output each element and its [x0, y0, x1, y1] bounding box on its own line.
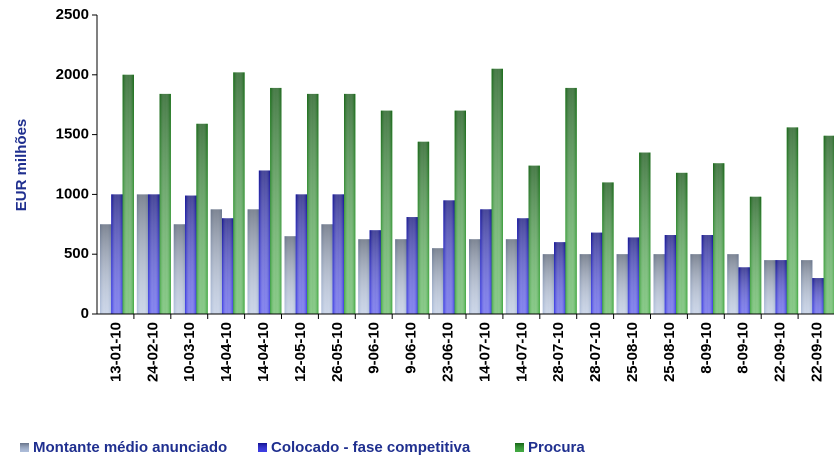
bar-shade [222, 218, 234, 314]
y-tick-label: 2500 [56, 6, 89, 23]
bar-shade [701, 235, 713, 314]
bar-shade [653, 254, 665, 314]
x-tick-label: 25-08-10 [624, 322, 641, 382]
bar-shade [517, 218, 529, 314]
bar-shade [122, 74, 134, 314]
x-tick-label: 22-09-10 [809, 322, 826, 382]
y-tick-label: 1000 [56, 185, 89, 202]
bar-shade [432, 248, 444, 314]
legend-swatch-shade [20, 443, 29, 452]
bar-shade [690, 254, 702, 314]
bar-shade [454, 110, 466, 315]
y-tick-label: 500 [64, 245, 89, 262]
bar-shade [616, 254, 628, 314]
x-tick-label: 13-01-10 [107, 322, 124, 382]
legend-label: Montante médio anunciado [33, 439, 227, 456]
bar-shade [713, 163, 725, 314]
bar-shade [380, 110, 393, 315]
x-tick-label: 24-02-10 [144, 322, 161, 382]
bar-shade [233, 72, 245, 315]
bar-shade [111, 194, 123, 314]
y-axis-title: EUR milhões [13, 119, 30, 212]
bar-shade [258, 170, 271, 314]
y-tick-label: 2000 [56, 66, 89, 83]
bar-shade [100, 224, 112, 314]
bar-shade [528, 165, 540, 314]
x-tick-label: 10-03-10 [181, 322, 198, 382]
bar-shade [417, 141, 430, 314]
bar-shade [738, 267, 750, 314]
bar-shade [579, 254, 591, 314]
x-tick-label: 9-06-10 [366, 322, 383, 374]
x-tick-label: 28-07-10 [550, 322, 567, 382]
bar-shade [307, 93, 319, 314]
bar-shade [159, 93, 171, 314]
x-tick-label: 12-05-10 [292, 322, 309, 382]
x-tick-label: 23-06-10 [440, 322, 457, 382]
bar-shade [321, 224, 333, 314]
bar-shade [284, 236, 296, 314]
bar-shade [148, 194, 160, 314]
bar-shade [505, 239, 518, 314]
bar-shade [395, 239, 407, 314]
bar-shade [812, 278, 824, 314]
bar-shade [344, 93, 356, 314]
y-tick-label: 0 [81, 305, 89, 322]
legend-label: Procura [528, 439, 585, 456]
y-tick-label: 1500 [56, 126, 89, 143]
bar-shade [406, 217, 418, 314]
bar-shade [358, 239, 370, 314]
bar-shade [185, 195, 197, 314]
x-tick-label: 8-09-10 [735, 322, 752, 374]
x-tick-label: 26-05-10 [329, 322, 346, 382]
x-tick-label: 28-07-10 [587, 322, 604, 382]
bar-shade [627, 237, 640, 314]
x-tick-label: 14-04-10 [255, 322, 272, 382]
bar-shade [295, 194, 308, 314]
legend-swatch-shade [515, 443, 524, 452]
bar-shade [639, 152, 651, 314]
bar-shade [332, 194, 344, 314]
bar-shade [764, 260, 776, 314]
bar-shade [196, 123, 208, 314]
bar-shade [480, 209, 492, 314]
bar-shade [602, 182, 614, 314]
x-tick-label: 9-06-10 [403, 322, 420, 374]
bar-shade [173, 224, 186, 314]
x-tick-label: 8-09-10 [698, 322, 715, 374]
bar-shade [749, 196, 762, 314]
bar-shade [554, 242, 566, 314]
bar-shade [823, 135, 834, 314]
x-tick-label: 25-08-10 [661, 322, 678, 382]
bar-shade [542, 254, 555, 314]
legend-swatch-shade [258, 443, 267, 452]
bar-shade [676, 172, 688, 314]
bar-shade [270, 87, 282, 315]
bar-shade [469, 239, 481, 314]
bar-shade [210, 209, 222, 314]
x-tick-label: 22-09-10 [772, 322, 789, 382]
bar-shade [247, 209, 259, 314]
bar-shade [565, 87, 577, 315]
bar-shade [786, 127, 799, 314]
bar-shade [443, 200, 455, 314]
bar-shade [775, 260, 787, 314]
bar-shade [591, 232, 603, 314]
bar-shade [801, 260, 813, 314]
legend-label: Colocado - fase competitiva [271, 439, 471, 456]
x-tick-label: 14-07-10 [476, 322, 493, 382]
bar-shade [369, 230, 381, 314]
bar-shade [136, 194, 149, 314]
bar-shade [664, 235, 677, 314]
x-tick-label: 14-07-10 [513, 322, 530, 382]
bar-shade [727, 254, 739, 314]
x-tick-label: 14-04-10 [218, 322, 235, 382]
bar-shade [491, 68, 503, 314]
